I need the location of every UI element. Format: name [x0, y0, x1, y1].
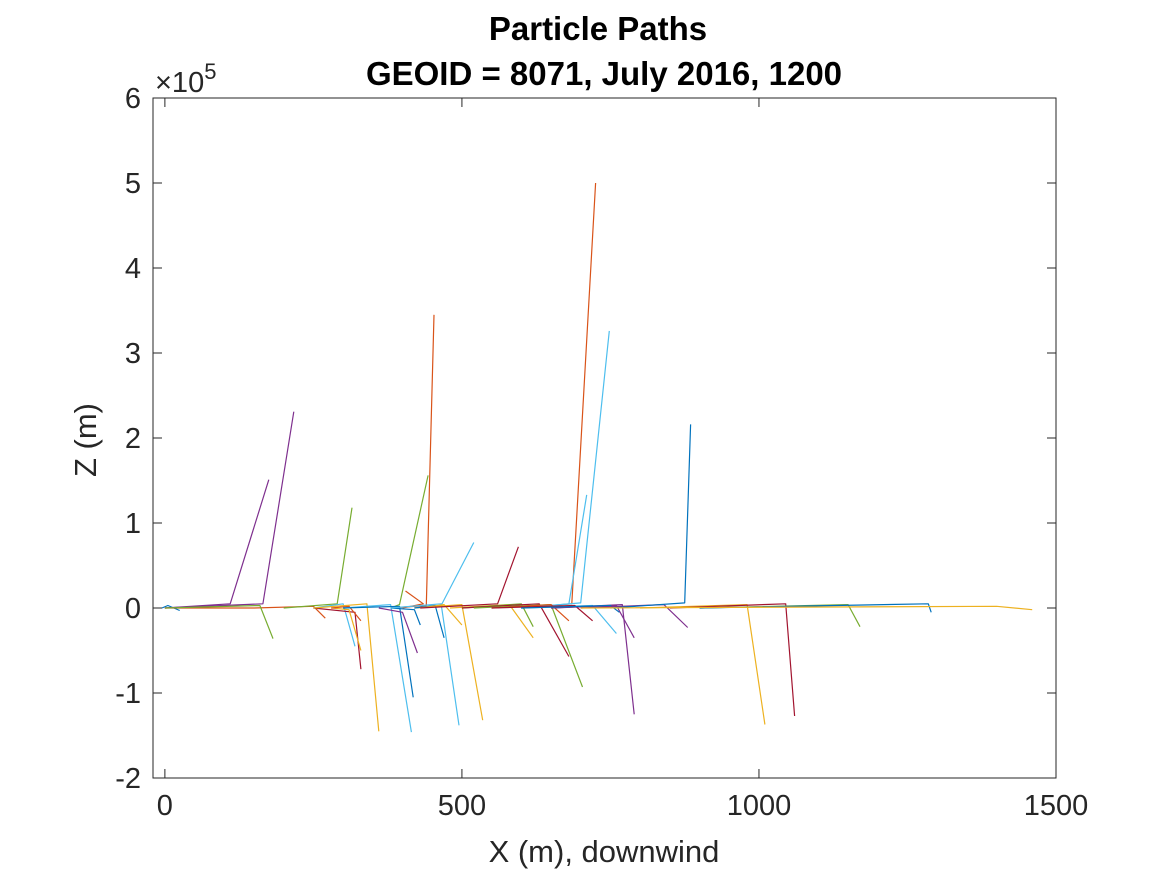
- particle-path-8: [313, 607, 362, 670]
- y-tick-label: 6: [125, 83, 141, 115]
- particle-path-11: [331, 605, 362, 622]
- tick-layer: 0 500 1000 1500 -2 -1 0 1 2 3 4 5 6: [115, 83, 1088, 822]
- particle-path-1: [161, 604, 180, 612]
- particle-path-41: [669, 603, 796, 717]
- y-tick-label: 3: [125, 338, 141, 370]
- plot-area: [153, 98, 1056, 778]
- particle-path-15: [343, 605, 414, 698]
- particle-path-35: [491, 604, 593, 622]
- y-axis-label: Z (m): [68, 403, 103, 477]
- particle-path-39: [610, 424, 692, 609]
- particle-path-43: [699, 603, 932, 613]
- x-axis-label: X (m), downwind: [489, 834, 720, 869]
- y-tick-label: 5: [125, 168, 141, 200]
- particle-path-24: [420, 546, 519, 609]
- particle-path-2: [164, 605, 326, 619]
- particle-path-6: [283, 507, 353, 609]
- chart-title: Particle Paths: [489, 10, 707, 47]
- y-tick-label: 2: [125, 423, 141, 455]
- y-tick-label: -2: [115, 763, 141, 795]
- particle-path-44: [580, 605, 1033, 611]
- particle-path-19: [390, 603, 460, 726]
- y-exponent-power: 5: [204, 59, 216, 84]
- particle-path-9: [313, 603, 380, 732]
- x-tick-label: 0: [157, 790, 173, 822]
- y-exponent-base: ×10: [155, 67, 204, 99]
- particle-path-27: [461, 603, 570, 657]
- particle-path-5: [164, 604, 274, 639]
- particle-path-37: [521, 604, 620, 613]
- particle-path-23: [420, 603, 463, 626]
- y-tick-label: -1: [115, 678, 141, 710]
- y-tick-label: 1: [125, 508, 141, 540]
- y-tick-label: 4: [125, 253, 141, 285]
- particle-path-16: [378, 607, 418, 654]
- x-tick-label: 1000: [727, 790, 792, 822]
- x-tick-label: 500: [438, 790, 486, 822]
- particle-path-7: [313, 603, 356, 647]
- y-tick-label: 0: [125, 593, 141, 625]
- y-exponent-label: ×105: [155, 59, 216, 99]
- particle-path-18: [390, 607, 421, 626]
- chart-subtitle: GEOID = 8071, July 2016, 1200: [366, 55, 842, 92]
- x-tick-label: 1500: [1024, 790, 1089, 822]
- series-layer: [161, 182, 1033, 733]
- particle-path-10: [331, 607, 362, 651]
- particle-path-14: [343, 603, 412, 733]
